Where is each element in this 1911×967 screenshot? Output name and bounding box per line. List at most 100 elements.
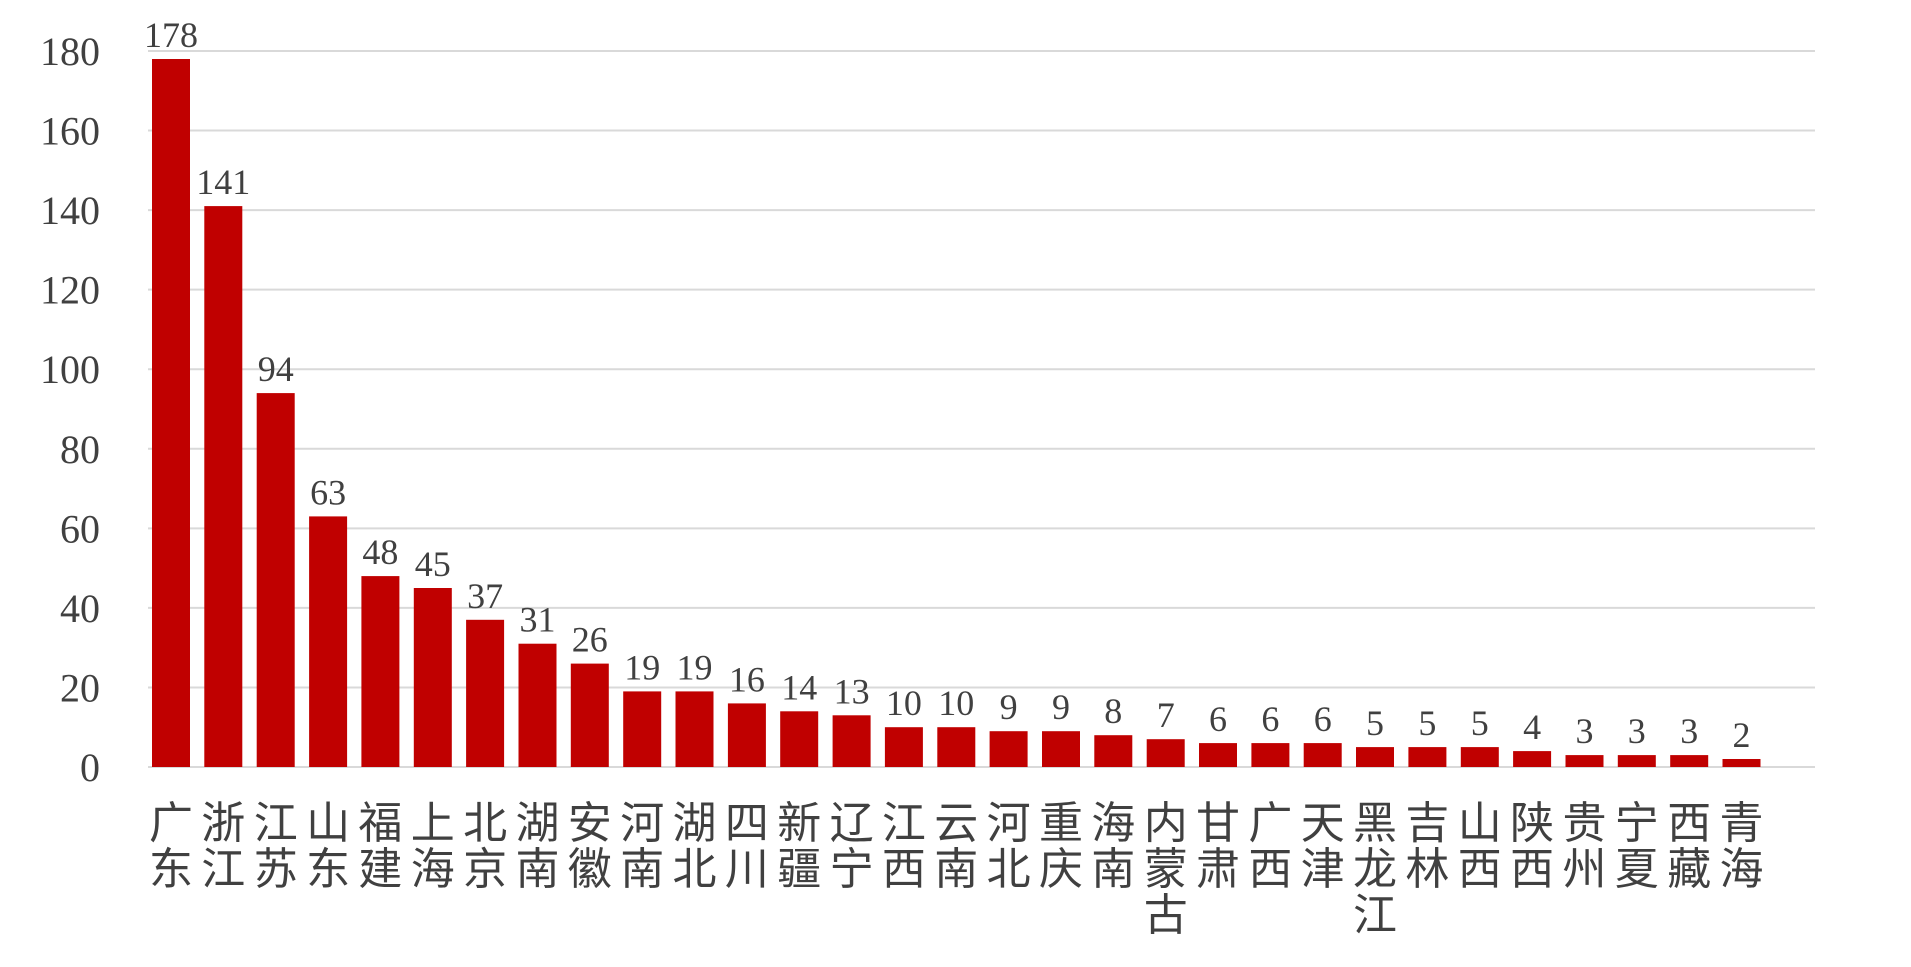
data-label: 5	[1418, 703, 1436, 743]
x-tick-label: 江西	[882, 798, 926, 895]
x-tick-label: 内蒙古	[1144, 798, 1188, 941]
data-label: 10	[938, 683, 974, 723]
y-tick-label: 0	[80, 745, 100, 790]
x-tick-label: 河北	[987, 798, 1031, 895]
bar	[361, 576, 400, 767]
data-label: 6	[1314, 699, 1332, 739]
data-label: 2	[1733, 715, 1751, 755]
bar	[1356, 747, 1394, 767]
data-label: 141	[196, 162, 250, 202]
bar	[1722, 759, 1761, 767]
bar	[937, 727, 976, 767]
data-label: 19	[677, 647, 713, 687]
data-label: 45	[415, 544, 451, 584]
bars	[152, 59, 1761, 768]
data-label: 10	[886, 683, 922, 723]
x-tick-label: 黑龙江	[1353, 798, 1397, 941]
bar	[1042, 731, 1080, 767]
x-tick-label: 河南	[620, 798, 664, 895]
x-tick-label: 天津	[1301, 798, 1345, 895]
bar	[152, 59, 190, 767]
x-tick-label: 安徽	[568, 798, 612, 895]
data-label: 3	[1680, 711, 1698, 751]
bar	[1146, 739, 1185, 767]
x-tick-label: 上海	[411, 798, 455, 895]
data-label: 37	[467, 576, 503, 616]
bar	[832, 715, 871, 767]
x-tick-label: 甘肃	[1196, 798, 1240, 895]
data-label: 178	[144, 15, 198, 55]
x-tick-label: 西藏	[1667, 798, 1711, 895]
data-label: 8	[1104, 691, 1122, 731]
data-label: 7	[1157, 695, 1175, 735]
data-label: 14	[781, 667, 817, 707]
x-tick-label: 湖北	[673, 798, 717, 895]
y-tick-label: 60	[60, 506, 100, 551]
x-tick-label: 浙江	[201, 798, 245, 895]
x-tick-label: 湖南	[516, 798, 560, 895]
bar	[309, 516, 348, 767]
y-tick-label: 40	[60, 586, 100, 631]
x-tick-label: 山东	[306, 798, 350, 895]
x-tick-label: 宁夏	[1615, 798, 1659, 895]
bar	[1460, 747, 1499, 767]
y-axis-ticks: 0 20 40 60 80 100 120 140 160 180	[40, 29, 100, 790]
data-label: 5	[1471, 703, 1489, 743]
data-label: 9	[1000, 687, 1018, 727]
bar	[884, 727, 923, 767]
bar	[1251, 743, 1290, 767]
bar	[675, 691, 714, 767]
data-label: 4	[1523, 707, 1541, 747]
y-tick-label: 120	[40, 268, 100, 313]
bar	[989, 731, 1028, 767]
data-label: 5	[1366, 703, 1384, 743]
data-label: 3	[1628, 711, 1646, 751]
x-tick-label: 北京	[463, 798, 507, 895]
data-label: 26	[572, 620, 608, 660]
x-tick-label: 福建	[358, 798, 402, 895]
y-tick-label: 180	[40, 29, 100, 74]
y-tick-label: 140	[40, 188, 100, 233]
bar	[413, 588, 452, 767]
x-tick-label: 海南	[1091, 798, 1135, 895]
x-tick-label: 吉林	[1405, 798, 1449, 895]
bar	[518, 643, 557, 767]
data-label: 16	[729, 659, 765, 699]
bar	[1408, 747, 1447, 767]
data-label: 94	[258, 349, 294, 389]
bar	[1513, 751, 1552, 767]
data-label: 6	[1209, 699, 1227, 739]
x-tick-label: 重庆	[1039, 798, 1083, 895]
bar	[1303, 743, 1342, 767]
y-tick-label: 20	[60, 665, 100, 710]
x-tick-label: 四川	[725, 798, 769, 895]
x-tick-label: 新疆	[777, 798, 821, 895]
x-axis-labels: 广东浙江江苏山东福建上海北京湖南安徽河南湖北四川新疆辽宁江西云南河北重庆海南内蒙…	[149, 798, 1764, 941]
y-tick-label: 100	[40, 347, 100, 392]
bar	[1094, 735, 1133, 767]
bar	[1617, 755, 1656, 767]
data-label: 63	[310, 472, 346, 512]
x-tick-label: 青海	[1720, 798, 1764, 895]
x-tick-label: 江苏	[254, 798, 298, 895]
x-tick-label: 山西	[1458, 798, 1502, 895]
data-label: 13	[834, 671, 870, 711]
data-label: 3	[1576, 711, 1594, 751]
x-tick-label: 贵州	[1563, 798, 1607, 895]
y-tick-label: 80	[60, 427, 100, 472]
bar	[780, 711, 819, 767]
bar	[466, 619, 505, 767]
bar	[570, 663, 609, 767]
bar	[1199, 743, 1237, 767]
bar	[727, 703, 766, 767]
bar	[623, 691, 662, 767]
x-tick-label: 云南	[934, 798, 978, 895]
data-label: 6	[1261, 699, 1279, 739]
bar	[256, 393, 295, 767]
x-tick-label: 广东	[149, 798, 193, 895]
data-label: 31	[520, 600, 556, 640]
data-label: 19	[624, 647, 660, 687]
data-label: 48	[362, 532, 398, 572]
